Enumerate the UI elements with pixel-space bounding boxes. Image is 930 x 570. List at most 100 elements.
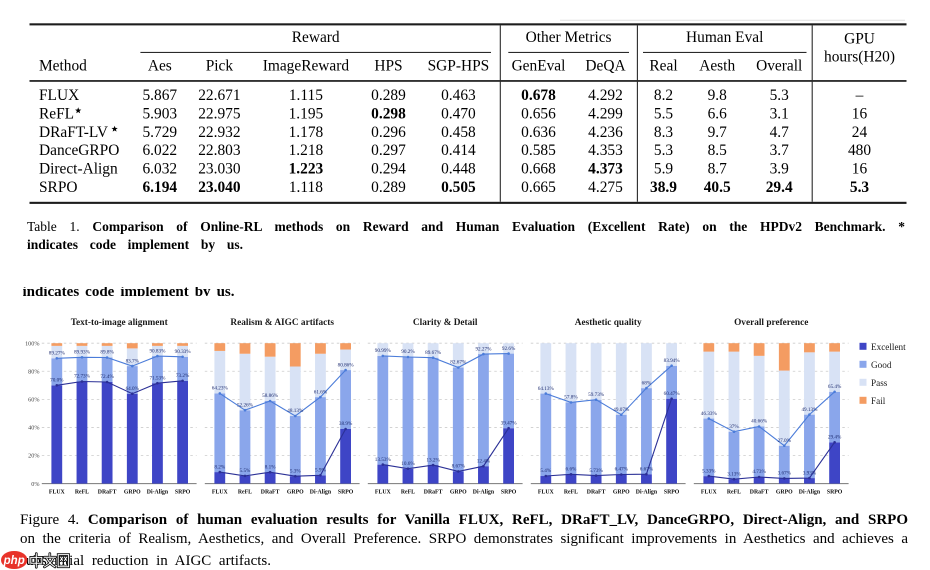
svg-text:9.8: 9.8 bbox=[708, 87, 728, 104]
svg-text:22.975: 22.975 bbox=[198, 105, 241, 122]
svg-text:Excellent: Excellent bbox=[871, 342, 906, 352]
svg-text:65.4%: 65.4% bbox=[828, 384, 842, 390]
svg-text:8.2: 8.2 bbox=[654, 87, 673, 104]
svg-text:Clarity & Detail: Clarity & Detail bbox=[413, 318, 478, 328]
svg-text:Aes: Aes bbox=[148, 58, 172, 75]
svg-text:1.195: 1.195 bbox=[289, 105, 324, 122]
svg-text:10.6%: 10.6% bbox=[401, 461, 415, 467]
svg-text:0.296: 0.296 bbox=[371, 124, 406, 141]
svg-text:48.13%: 48.13% bbox=[287, 408, 304, 414]
svg-text:Di-Align: Di-Align bbox=[636, 490, 658, 496]
svg-text:DRaFT: DRaFT bbox=[587, 490, 606, 496]
svg-text:Realism & AIGC artifacts: Realism & AIGC artifacts bbox=[230, 318, 334, 328]
svg-text:0.448: 0.448 bbox=[441, 161, 476, 178]
svg-text:3.13%: 3.13% bbox=[727, 471, 741, 477]
svg-text:5.9%: 5.9% bbox=[315, 468, 326, 474]
svg-text:80.86%: 80.86% bbox=[338, 362, 355, 368]
svg-text:89.67%: 89.67% bbox=[425, 350, 442, 356]
svg-text:24: 24 bbox=[852, 124, 868, 141]
svg-text:Real: Real bbox=[649, 58, 677, 75]
svg-text:0.665: 0.665 bbox=[521, 179, 556, 196]
svg-text:Overall: Overall bbox=[756, 58, 802, 75]
svg-text:480: 480 bbox=[848, 142, 871, 159]
svg-text:60.47%: 60.47% bbox=[664, 391, 681, 397]
svg-text:ReFL: ReFL bbox=[238, 490, 252, 496]
svg-text:3.7: 3.7 bbox=[770, 142, 790, 159]
svg-text:DRaFT: DRaFT bbox=[261, 490, 280, 496]
svg-text:Di-Align: Di-Align bbox=[799, 490, 821, 496]
svg-text:8.7: 8.7 bbox=[708, 161, 728, 178]
svg-text:0%: 0% bbox=[31, 481, 39, 488]
svg-text:Fail: Fail bbox=[871, 396, 886, 406]
svg-text:9.7: 9.7 bbox=[708, 124, 728, 141]
svg-text:SGP-HPS: SGP-HPS bbox=[428, 58, 490, 75]
svg-text:72.73%: 72.73% bbox=[74, 374, 91, 380]
svg-text:Aesth: Aesth bbox=[699, 58, 735, 75]
svg-text:8.2%: 8.2% bbox=[214, 464, 225, 470]
svg-text:57.8%: 57.8% bbox=[564, 395, 578, 401]
svg-text:FLUX: FLUX bbox=[212, 490, 229, 496]
svg-text:13.53%: 13.53% bbox=[375, 457, 392, 463]
svg-text:Other Metrics: Other Metrics bbox=[526, 29, 612, 46]
svg-text:39.47%: 39.47% bbox=[501, 420, 518, 426]
svg-text:3.93%: 3.93% bbox=[803, 470, 817, 476]
svg-text:GRPO: GRPO bbox=[287, 490, 304, 496]
svg-text:FLUX: FLUX bbox=[701, 490, 718, 496]
svg-text:SRPO: SRPO bbox=[338, 490, 354, 496]
svg-text:Di-Align: Di-Align bbox=[147, 490, 169, 496]
svg-text:5.9: 5.9 bbox=[654, 161, 674, 178]
svg-text:8.1%: 8.1% bbox=[265, 464, 276, 470]
svg-text:90.99%: 90.99% bbox=[375, 348, 392, 354]
svg-text:ReFL: ReFL bbox=[75, 490, 89, 496]
svg-text:13.2%: 13.2% bbox=[426, 457, 440, 463]
svg-text:49.07%: 49.07% bbox=[613, 407, 630, 413]
svg-text:Method: Method bbox=[39, 58, 87, 75]
svg-text:64.23%: 64.23% bbox=[212, 386, 229, 392]
svg-text:6.47%: 6.47% bbox=[615, 467, 629, 473]
svg-text:FLUX: FLUX bbox=[538, 490, 555, 496]
svg-text:4.373: 4.373 bbox=[588, 161, 623, 178]
svg-text:0.505: 0.505 bbox=[441, 179, 476, 196]
svg-text:22.803: 22.803 bbox=[198, 142, 241, 159]
svg-text:40.5: 40.5 bbox=[704, 179, 731, 196]
svg-text:DRaFT: DRaFT bbox=[750, 490, 769, 496]
svg-text:Pass: Pass bbox=[871, 378, 888, 388]
svg-text:5.3%: 5.3% bbox=[290, 468, 301, 474]
svg-text:Aesthetic quality: Aesthetic quality bbox=[575, 318, 642, 328]
svg-text:22.932: 22.932 bbox=[198, 124, 240, 141]
svg-text:GRPO: GRPO bbox=[613, 490, 630, 496]
svg-text:80%: 80% bbox=[28, 368, 39, 375]
svg-text:DeQA: DeQA bbox=[585, 58, 625, 75]
svg-text:GRPO: GRPO bbox=[450, 490, 467, 496]
svg-text:4.7: 4.7 bbox=[770, 124, 790, 141]
svg-text:6.194: 6.194 bbox=[142, 179, 177, 196]
svg-text:3.9: 3.9 bbox=[770, 161, 790, 178]
svg-text:GRPO: GRPO bbox=[776, 490, 793, 496]
svg-text:12.4%: 12.4% bbox=[477, 458, 491, 464]
svg-text:SRPO: SRPO bbox=[175, 490, 191, 496]
svg-text:ReFL: ReFL bbox=[39, 105, 74, 122]
svg-text:DRaFT: DRaFT bbox=[98, 490, 117, 496]
svg-text:8.3: 8.3 bbox=[654, 124, 674, 141]
svg-text:23.040: 23.040 bbox=[198, 179, 241, 196]
svg-text:Text-to-image alignment: Text-to-image alignment bbox=[71, 318, 169, 328]
svg-text:89.8%: 89.8% bbox=[100, 350, 114, 356]
svg-text:GRPO: GRPO bbox=[124, 490, 141, 496]
svg-text:0.470: 0.470 bbox=[441, 105, 476, 122]
svg-text:5.73%: 5.73% bbox=[589, 468, 603, 474]
svg-text:0.463: 0.463 bbox=[441, 87, 476, 104]
svg-text:52.26%: 52.26% bbox=[237, 402, 254, 408]
svg-text:100%: 100% bbox=[25, 340, 39, 347]
svg-text:71.53%: 71.53% bbox=[149, 375, 166, 381]
svg-text:Di-Align: Di-Align bbox=[310, 490, 332, 496]
svg-text:1.115: 1.115 bbox=[289, 87, 323, 104]
svg-text:3.1: 3.1 bbox=[770, 105, 789, 122]
svg-text:3.67%: 3.67% bbox=[778, 471, 792, 477]
svg-text:8.67%: 8.67% bbox=[452, 464, 466, 470]
svg-text:SRPO: SRPO bbox=[664, 490, 680, 496]
svg-text:23.030: 23.030 bbox=[198, 161, 241, 178]
svg-text:90.33%: 90.33% bbox=[175, 349, 192, 355]
svg-text:ImageReward: ImageReward bbox=[263, 58, 350, 75]
svg-text:Good: Good bbox=[871, 360, 892, 370]
svg-text:37%: 37% bbox=[729, 424, 739, 430]
